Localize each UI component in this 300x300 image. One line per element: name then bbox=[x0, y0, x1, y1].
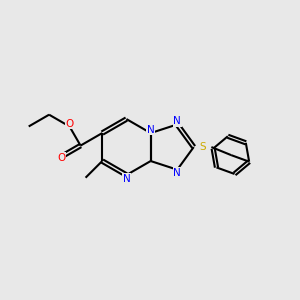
Text: N: N bbox=[173, 168, 181, 178]
Text: S: S bbox=[199, 142, 206, 152]
Text: O: O bbox=[57, 153, 65, 163]
Text: O: O bbox=[65, 118, 74, 128]
Text: N: N bbox=[173, 116, 181, 126]
Text: N: N bbox=[147, 124, 154, 134]
Text: N: N bbox=[123, 174, 130, 184]
